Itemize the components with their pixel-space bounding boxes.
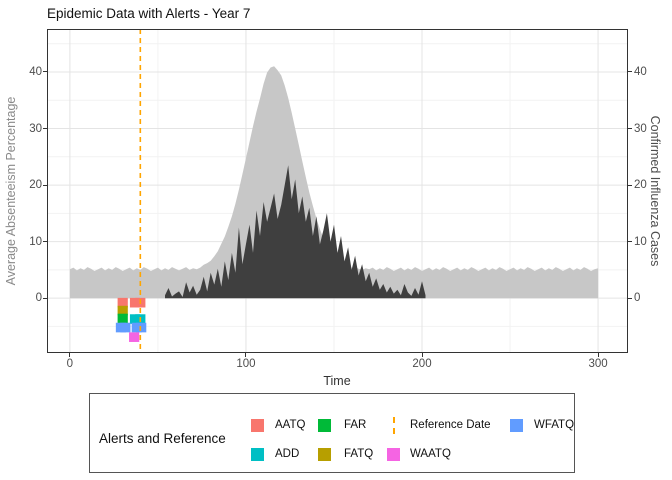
legend-key-waatq-swatch-icon (387, 447, 400, 461)
y-tick-label-right: 0 (634, 292, 641, 305)
x-tick-label: 0 (66, 358, 74, 370)
alert-marker-fatq (117, 305, 128, 316)
legend-label-fatq: FATQ (344, 448, 374, 460)
y-tick-mark-right (628, 241, 632, 243)
y-tick-label-left: 30 (29, 122, 42, 135)
alert-marker-far (117, 313, 128, 324)
x-tick-mark (69, 353, 71, 357)
legend-key-fatq-swatch-icon (318, 447, 331, 461)
y-tick-mark-left (43, 241, 47, 243)
alert-marker-wfatq (120, 322, 131, 333)
x-tick-mark (597, 353, 599, 357)
alert-marker-aatq (129, 297, 141, 308)
y-axis-title-right: Confirmed Influenza Cases (648, 115, 662, 267)
legend-key-aatq-swatch-icon (251, 418, 264, 432)
legend-box: Alerts and Reference AATQ ADD FAR FATQ Refer… (89, 393, 575, 473)
y-tick-label-right: 30 (634, 122, 647, 135)
x-tick-mark (245, 353, 247, 357)
y-tick-label-left: 0 (35, 292, 42, 305)
chart-title: Epidemic Data with Alerts - Year 7 (47, 6, 251, 21)
legend-label-reference-date: Reference Date (410, 419, 491, 431)
y-tick-mark-right (628, 297, 632, 299)
alert-marker-waatq (129, 332, 140, 342)
y-tick-mark-right (628, 184, 632, 186)
y-tick-label-right: 40 (634, 65, 647, 78)
panel-border (47, 29, 628, 353)
legend-key-add-swatch-icon (251, 447, 264, 461)
y-tick-mark-left (43, 71, 47, 73)
y-tick-label-right: 10 (634, 235, 647, 248)
legend-key-far-swatch-icon (318, 418, 331, 432)
y-tick-mark-left (43, 128, 47, 130)
y-tick-mark-right (628, 71, 632, 73)
legend-label-wfatq: WFATQ (534, 419, 575, 431)
y-tick-label-left: 20 (29, 179, 42, 192)
x-tick-label: 300 (588, 358, 608, 370)
legend-label-aatq: AATQ (275, 419, 306, 431)
legend-label-waatq: WAATQ (410, 448, 451, 460)
x-tick-mark (421, 353, 423, 357)
plot-panel (47, 29, 628, 353)
y-tick-mark-left (43, 297, 47, 299)
alert-marker-wfatq (136, 322, 147, 333)
x-axis-title: Time (323, 374, 351, 388)
legend-label-far: FAR (344, 419, 367, 431)
legend-title: Alerts and Reference (99, 431, 226, 446)
y-tick-label-left: 40 (29, 65, 42, 78)
y-tick-mark-right (628, 128, 632, 130)
x-tick-label: 100 (236, 358, 256, 370)
y-tick-mark-left (43, 184, 47, 186)
y-tick-label-left: 10 (29, 235, 42, 248)
alert-marker-aatq (117, 297, 128, 308)
legend-label-add: ADD (275, 448, 300, 460)
average-absenteeism-percentage-area (69, 66, 599, 299)
x-tick-label: 200 (412, 358, 432, 370)
legend-key-wfatq-swatch-icon (510, 418, 523, 432)
legend-key-reference-dashed-line-icon (393, 416, 395, 434)
y-axis-title-left: Average Absenteeism Percentage (4, 96, 18, 286)
y-tick-label-right: 20 (634, 179, 647, 192)
confirmed-influenza-cases-area (165, 165, 426, 299)
alert-marker-add (129, 314, 141, 324)
